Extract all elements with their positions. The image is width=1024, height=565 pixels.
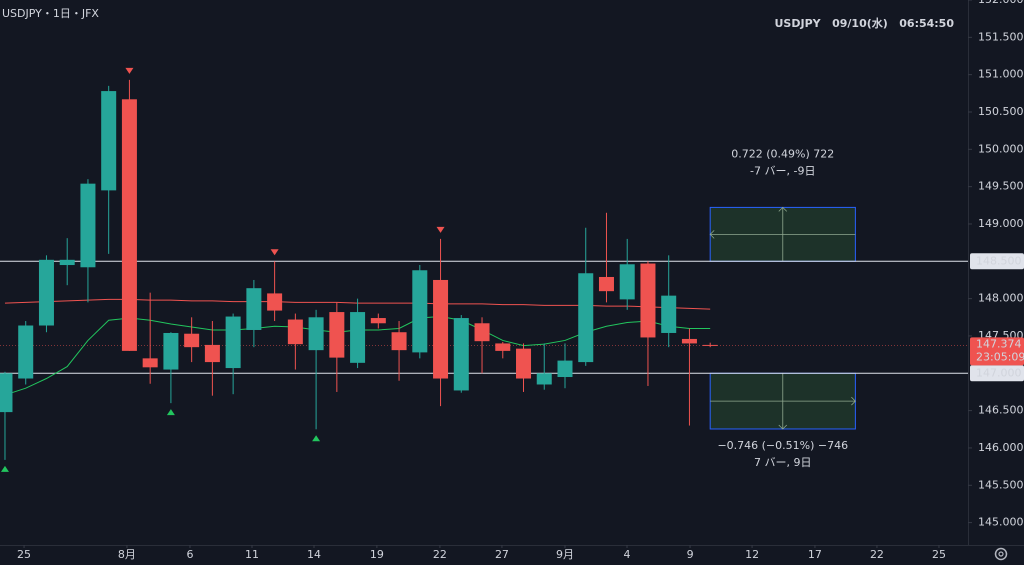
y-tick-label: 148.000 — [978, 292, 1024, 305]
sell-marker — [270, 249, 279, 256]
buy-marker — [0, 465, 9, 472]
candle-body — [598, 276, 614, 292]
x-tick-label: 8月 — [118, 548, 136, 561]
y-tick-label: 151.500 — [978, 30, 1024, 43]
measure-arrow-head — [778, 424, 788, 430]
y-tick-label: 150.500 — [978, 105, 1024, 118]
y-tick-label: 146.500 — [978, 404, 1024, 417]
y-tick-label: 149.500 — [978, 180, 1024, 193]
clock: USDJPY 09/10(水) 06:54:50 — [775, 16, 955, 30]
y-tick-label: 152.000 — [978, 0, 1024, 6]
candle-body — [329, 312, 345, 358]
candle-body — [0, 373, 13, 413]
candle-body — [619, 264, 635, 300]
hline-label: 148.500 — [976, 254, 1022, 267]
candle-body — [121, 99, 137, 351]
last-price-label: 147.374 — [976, 337, 1022, 350]
candle-body — [474, 323, 490, 342]
candle-body — [163, 332, 179, 370]
measure-bars: -7 バー, -9日 — [750, 164, 815, 177]
candle-body — [80, 183, 96, 268]
candle-body — [578, 273, 594, 363]
candle-body — [453, 318, 469, 391]
x-tick-label: 11 — [245, 548, 259, 561]
x-tick-label: 25 — [17, 548, 31, 561]
y-tick-label: 146.000 — [978, 441, 1024, 454]
measure-arrow-head — [851, 396, 856, 406]
candle-body — [350, 312, 366, 363]
candle-body — [557, 360, 573, 378]
candle-body — [18, 325, 34, 379]
x-tick-label: 27 — [495, 548, 509, 561]
x-tick-label: 4 — [624, 548, 631, 561]
candle-body — [59, 259, 75, 266]
measure-text: −0.746 (−0.51%) −746 — [717, 439, 848, 452]
candle-body — [412, 270, 428, 353]
sell-marker — [125, 67, 134, 74]
candle-body — [370, 318, 386, 324]
candle-body — [142, 358, 158, 368]
candle-body — [225, 316, 241, 369]
hline-label: 147.000 — [976, 366, 1022, 379]
y-tick-label: 145.000 — [978, 516, 1024, 529]
y-tick-label: 149.000 — [978, 217, 1024, 230]
candle-body — [433, 279, 449, 379]
candle-body — [38, 259, 54, 326]
hline-label-box — [970, 365, 1024, 382]
x-tick-label: 22 — [870, 548, 884, 561]
candle-body — [536, 373, 552, 385]
y-tick-label: 145.500 — [978, 478, 1024, 491]
candle-body — [702, 344, 718, 346]
hline-label-box — [970, 253, 1024, 270]
measure-arrow-head — [778, 206, 788, 212]
candle-body — [391, 332, 407, 351]
measure-arrow-head — [709, 230, 715, 239]
buy-marker — [312, 435, 321, 442]
y-tick-label: 151.000 — [978, 68, 1024, 81]
last-price-box — [970, 337, 1024, 366]
x-tick-label: 19 — [370, 548, 384, 561]
candle-body — [184, 333, 200, 348]
x-tick-label: 22 — [433, 548, 447, 561]
candle-body — [640, 263, 656, 338]
candle-body — [267, 293, 283, 311]
candle-body — [246, 288, 262, 330]
measure-text: 0.722 (0.49%) 722 — [731, 147, 834, 160]
candle-body — [101, 91, 117, 191]
candle-body — [495, 343, 511, 351]
candle-body — [204, 344, 220, 363]
y-tick-label: 150.000 — [978, 142, 1024, 155]
x-tick-label: 6 — [186, 548, 193, 561]
sell-marker — [436, 226, 445, 233]
candle-body — [308, 317, 324, 351]
symbol-title: USDJPY・1日・JFX — [2, 7, 99, 20]
settings-icon[interactable] — [994, 547, 1008, 561]
candle-body — [661, 295, 677, 333]
candle-body — [516, 348, 532, 379]
buy-marker — [166, 409, 175, 416]
candle-body — [681, 338, 697, 344]
x-tick-label: 9月 — [556, 548, 574, 561]
x-tick-label: 9 — [687, 548, 694, 561]
x-tick-label: 14 — [307, 548, 321, 561]
x-tick-label: 12 — [745, 548, 759, 561]
x-tick-label: 17 — [808, 548, 822, 561]
measure-bars: 7 バー, 9日 — [754, 456, 812, 469]
x-tick-label: 25 — [932, 548, 946, 561]
last-price-countdown: 23:05:09 — [976, 350, 1024, 363]
candle-body — [287, 319, 303, 345]
